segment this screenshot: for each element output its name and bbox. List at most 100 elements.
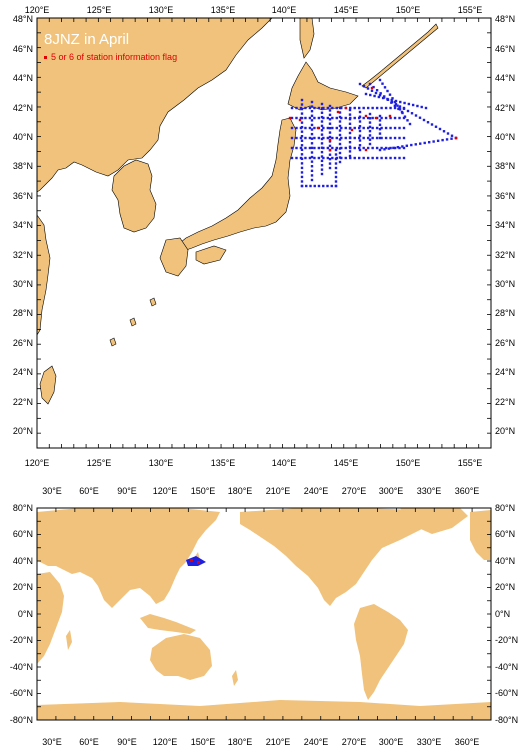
tick-label: 90°E	[117, 486, 137, 496]
tick-label: 28°N	[13, 308, 33, 318]
tick-label: 36°N	[13, 191, 33, 201]
regional-map: 8JNZ in April 5 or 6 of station informat…	[13, 5, 515, 468]
regional-frame-ticks	[36, 17, 492, 449]
station-marker	[375, 136, 379, 140]
tick-label: 270°E	[342, 486, 367, 496]
station-marker	[348, 131, 352, 135]
station-marker	[375, 126, 379, 130]
map-title: 8JNZ in April	[44, 31, 129, 48]
station-marker	[328, 162, 332, 165]
legend-label: 5 or 6 of station information flag	[51, 52, 177, 62]
tick-label: 48°N	[495, 14, 515, 24]
station-marker	[295, 116, 298, 120]
station-marker	[328, 166, 332, 170]
flag-marker	[316, 126, 320, 130]
station-marker	[340, 156, 343, 160]
station-marker	[396, 145, 400, 149]
station-marker	[338, 115, 342, 119]
station-marker	[290, 136, 294, 140]
tick-label: 32°N	[495, 250, 515, 260]
tick-label: 330°E	[417, 486, 442, 496]
tick-label: 180°E	[228, 737, 253, 747]
tick-label: 60°N	[13, 529, 33, 539]
tick-label: 360°E	[455, 486, 480, 496]
tick-label: 42°N	[495, 103, 515, 113]
station-marker	[384, 106, 388, 110]
station-marker	[320, 102, 324, 106]
station-marker	[390, 101, 393, 104]
tick-label: 270°E	[342, 737, 367, 747]
station-marker	[378, 123, 382, 126]
station-marker	[380, 106, 383, 110]
station-marker	[320, 133, 324, 136]
station-marker	[383, 95, 386, 98]
station-marker	[310, 100, 314, 104]
station-marker	[362, 106, 365, 110]
station-marker	[371, 116, 374, 120]
station-marker	[362, 85, 366, 88]
station-marker	[326, 126, 330, 130]
station-marker	[358, 139, 362, 142]
tick-label: 48°N	[13, 14, 33, 24]
tick-label: 20°N	[495, 426, 515, 436]
station-marker	[408, 122, 412, 126]
station-marker	[402, 107, 406, 110]
station-marker	[300, 166, 304, 170]
station-marker	[397, 107, 400, 111]
station-marker	[362, 116, 365, 120]
station-marker	[328, 153, 332, 156]
station-marker	[384, 156, 388, 160]
station-marker	[300, 130, 304, 133]
station-marker	[366, 106, 370, 110]
tick-label: 125°E	[87, 458, 112, 468]
world-map: 30°E 60°E 90°E 120°E 150°E 180°E 210°E 2…	[10, 486, 518, 747]
station-marker	[334, 184, 338, 188]
station-marker	[348, 108, 352, 112]
station-marker	[358, 126, 361, 130]
station-marker	[304, 136, 307, 140]
station-marker	[378, 114, 382, 118]
station-marker	[300, 171, 304, 174]
station-marker	[403, 115, 407, 118]
station-marker	[383, 148, 386, 151]
station-marker	[320, 115, 324, 119]
station-marker	[423, 141, 426, 145]
station-marker	[328, 140, 332, 143]
station-marker	[358, 148, 362, 152]
station-marker	[326, 136, 330, 140]
station-marker	[328, 144, 332, 148]
station-marker	[322, 126, 325, 130]
world-left-ticks: 80°N 60°N 40°N 20°N 0°N -20°N -40°N -60°…	[10, 503, 33, 725]
station-marker	[375, 89, 379, 92]
station-marker	[334, 153, 338, 156]
tick-label: 44°N	[13, 73, 33, 83]
station-marker	[450, 137, 453, 140]
station-marker	[436, 139, 440, 143]
china-coast-south	[36, 214, 51, 337]
station-marker	[310, 105, 314, 108]
station-marker	[396, 104, 399, 107]
china-landmass	[36, 17, 273, 193]
tick-label: 210°E	[266, 486, 291, 496]
station-marker	[290, 116, 294, 120]
station-marker	[366, 116, 370, 120]
station-marker	[386, 89, 389, 93]
station-marker	[338, 120, 342, 123]
station-marker	[398, 126, 401, 130]
station-marker	[368, 134, 372, 137]
station-marker	[338, 124, 342, 128]
station-marker	[393, 104, 397, 107]
station-marker	[328, 104, 332, 108]
station-marker	[340, 116, 343, 120]
station-marker	[290, 156, 294, 160]
station-marker	[348, 150, 352, 153]
europe-landmass	[470, 510, 491, 560]
station-marker	[331, 136, 334, 140]
station-marker	[328, 131, 332, 134]
tick-label: 44°N	[495, 73, 515, 83]
station-marker	[384, 126, 388, 130]
station-marker	[373, 94, 376, 98]
tick-label: 135°E	[211, 5, 236, 15]
station-marker	[331, 156, 334, 160]
new-zealand-islands	[232, 670, 238, 686]
